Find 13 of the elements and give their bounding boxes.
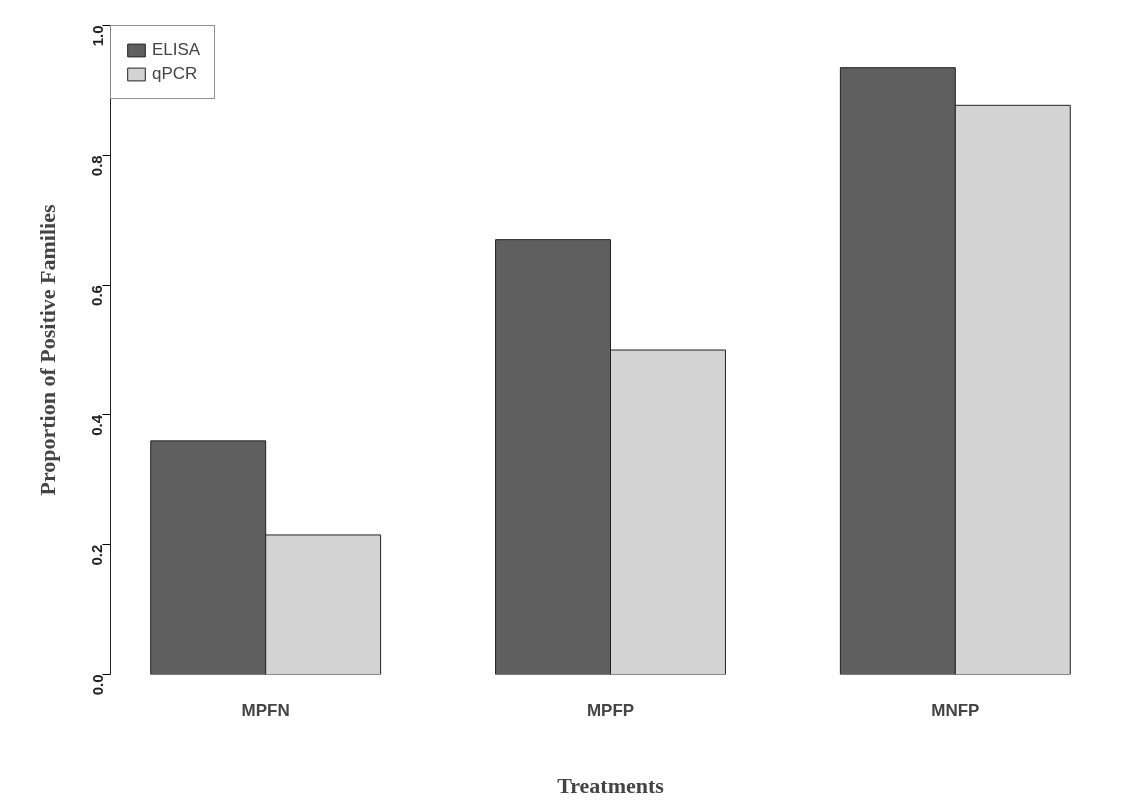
legend-label: ELISA bbox=[152, 40, 201, 60]
x-tick-label: MPFP bbox=[586, 700, 635, 720]
y-axis-title: Proportion of Positive Families bbox=[34, 204, 60, 496]
x-tick-label: MPFN bbox=[241, 700, 290, 720]
y-tick-label: 1.0 bbox=[88, 25, 106, 47]
y-tick-label: 0.0 bbox=[88, 674, 106, 696]
y-tick-label: 0.8 bbox=[88, 155, 106, 177]
y-tick-label: 0.6 bbox=[88, 285, 106, 306]
x-tick-label: MNFP bbox=[931, 700, 980, 720]
x-axis-title: Treatments bbox=[557, 772, 665, 798]
y-tick-label: 0.4 bbox=[88, 414, 106, 436]
legend-label: qPCR bbox=[152, 64, 198, 84]
y-tick-label: 0.2 bbox=[88, 544, 106, 566]
